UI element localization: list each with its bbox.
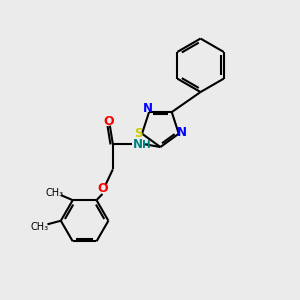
Text: S: S bbox=[134, 127, 143, 140]
Text: N: N bbox=[142, 102, 153, 115]
Text: O: O bbox=[103, 115, 114, 128]
Text: N: N bbox=[177, 126, 187, 139]
Text: O: O bbox=[97, 182, 108, 195]
Text: CH₃: CH₃ bbox=[31, 222, 49, 232]
Text: CH₃: CH₃ bbox=[46, 188, 64, 198]
Text: H: H bbox=[142, 140, 151, 150]
Text: N: N bbox=[133, 138, 142, 151]
